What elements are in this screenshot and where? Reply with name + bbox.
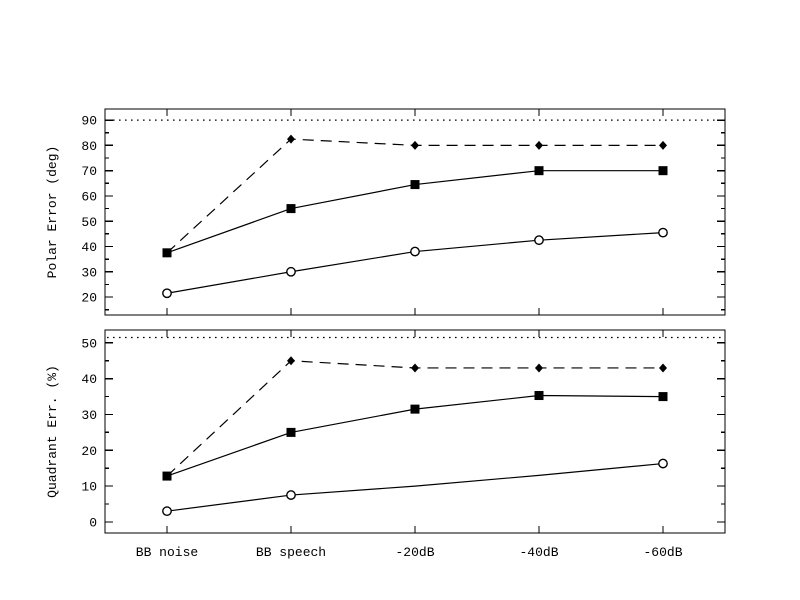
x-tick-label: BB noise <box>136 545 198 560</box>
x-tick-label: -40dB <box>519 545 558 560</box>
series-line-filled-diamond-dashed <box>166 138 663 254</box>
y-tick-label: 50 <box>81 215 97 230</box>
marker-filled-square <box>534 166 544 176</box>
y-tick-label: 10 <box>81 480 97 495</box>
marker-filled-square <box>410 404 420 414</box>
y-tick-label: 90 <box>81 114 97 129</box>
axes-box <box>104 108 726 316</box>
marker-filled-square <box>658 166 668 176</box>
y-tick-label: 40 <box>81 240 97 255</box>
panel-bottom: 0 10 20 30 40 50 Quadrant Err. (%) BB noise BB s… <box>45 329 726 560</box>
marker-filled-square <box>410 180 420 190</box>
axes-box <box>104 329 726 534</box>
y-tick-label: 80 <box>81 139 97 154</box>
marker-filled-square <box>286 204 296 214</box>
marker-filled-diamond <box>535 140 543 150</box>
y-tick-label: 0 <box>89 515 97 530</box>
y-axis-label: Polar Error (deg) <box>45 146 60 279</box>
y-axis-label: Quadrant Err. (%) <box>45 365 60 498</box>
marker-filled-diamond <box>287 356 295 366</box>
panel-top: 20 30 40 50 60 70 80 90 Polar Error (deg) <box>45 108 726 316</box>
x-tick-label: BB speech <box>256 545 326 560</box>
marker-filled-diamond <box>535 363 543 373</box>
marker-open-circle <box>658 227 668 238</box>
marker-open-circle <box>286 490 296 500</box>
marker-filled-diamond <box>411 140 419 150</box>
marker-open-circle <box>286 266 296 277</box>
marker-filled-square <box>162 471 172 481</box>
series-line-filled-diamond-dashed <box>166 360 663 477</box>
marker-filled-square <box>534 391 544 401</box>
marker-filled-diamond <box>659 363 667 373</box>
x-tick-label: -20dB <box>395 545 434 560</box>
marker-filled-diamond <box>411 363 419 373</box>
marker-open-circle <box>534 235 544 246</box>
marker-open-circle <box>162 288 172 299</box>
y-tick-label: 20 <box>81 444 97 459</box>
marker-open-circle <box>658 458 668 469</box>
y-tick-label: 30 <box>81 408 97 423</box>
marker-filled-square <box>162 248 172 258</box>
marker-filled-square <box>286 427 296 437</box>
y-tick-label: 60 <box>81 189 97 204</box>
y-tick-label: 70 <box>81 164 97 179</box>
marker-filled-square <box>658 392 668 402</box>
y-tick-label: 40 <box>81 372 97 387</box>
marker-open-circle <box>162 506 172 517</box>
y-tick-label: 20 <box>81 291 97 306</box>
y-tick-label: 50 <box>81 336 97 351</box>
series-line-open-circle-solid <box>166 462 664 512</box>
x-tick-label: -60dB <box>643 545 682 560</box>
series-line-open-circle-solid <box>166 232 664 294</box>
y-tick-label: 30 <box>81 265 97 280</box>
marker-filled-diamond <box>287 134 295 144</box>
marker-filled-diamond <box>659 140 667 150</box>
marker-open-circle <box>410 246 420 257</box>
